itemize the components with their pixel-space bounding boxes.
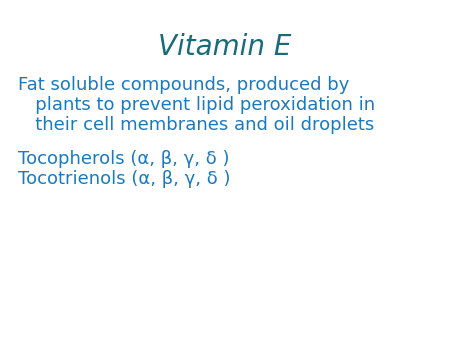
Text: Tocopherols (α, β, γ, δ ): Tocopherols (α, β, γ, δ )	[18, 150, 230, 168]
Text: Vitamin E: Vitamin E	[158, 33, 292, 61]
Text: their cell membranes and oil droplets: their cell membranes and oil droplets	[18, 116, 374, 134]
Text: plants to prevent lipid peroxidation in: plants to prevent lipid peroxidation in	[18, 96, 375, 114]
Text: Fat soluble compounds, produced by: Fat soluble compounds, produced by	[18, 76, 349, 94]
Text: Tocotrienols (α, β, γ, δ ): Tocotrienols (α, β, γ, δ )	[18, 170, 230, 188]
